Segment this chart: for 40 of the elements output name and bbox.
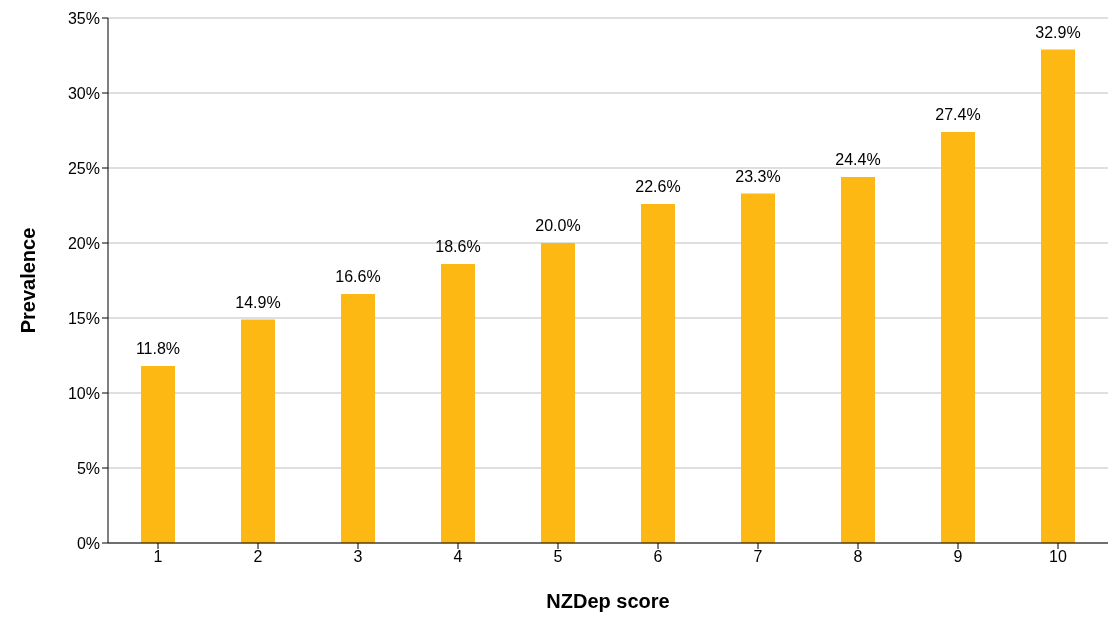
y-tick-label: 25% bbox=[67, 159, 100, 177]
x-tick-label: 10 bbox=[1049, 548, 1067, 566]
x-tick-label: 7 bbox=[753, 548, 763, 566]
y-tick-label: 10% bbox=[67, 384, 100, 402]
x-tick-label: 3 bbox=[353, 548, 363, 566]
x-tick-label: 6 bbox=[653, 548, 663, 566]
x-tick-label: 9 bbox=[953, 548, 963, 566]
bar bbox=[641, 204, 675, 543]
x-tick-label: 5 bbox=[553, 548, 563, 566]
bar bbox=[741, 193, 775, 543]
data-label: 14.9% bbox=[235, 293, 281, 311]
y-tick-label: 30% bbox=[67, 84, 100, 102]
bar bbox=[941, 132, 975, 543]
data-label: 24.4% bbox=[835, 151, 881, 168]
bar bbox=[241, 319, 275, 543]
data-label: 27.4% bbox=[935, 106, 981, 123]
x-axis-title: NZDep score bbox=[546, 590, 670, 612]
x-tick-label: 4 bbox=[453, 548, 463, 566]
bar bbox=[141, 366, 175, 543]
y-axis-title: Prevalence bbox=[17, 227, 40, 334]
y-tick-label: 20% bbox=[67, 234, 100, 252]
data-label: 11.8% bbox=[135, 340, 181, 357]
data-label: 32.9% bbox=[1035, 23, 1081, 41]
bar bbox=[841, 177, 875, 543]
bar bbox=[541, 243, 575, 543]
y-tick-label: 35% bbox=[67, 9, 100, 27]
data-label: 22.6% bbox=[635, 178, 681, 195]
data-label: 20.0% bbox=[535, 217, 581, 234]
y-tick-label: 0% bbox=[76, 534, 100, 552]
bar bbox=[441, 264, 475, 543]
data-label: 18.6% bbox=[435, 238, 481, 255]
x-tick-label: 1 bbox=[153, 548, 163, 566]
bar bbox=[341, 294, 375, 543]
data-label: 23.3% bbox=[735, 167, 781, 185]
x-tick-label: 2 bbox=[253, 548, 263, 566]
bar bbox=[1041, 49, 1075, 543]
data-label: 16.6% bbox=[335, 268, 381, 285]
y-tick-label: 15% bbox=[67, 309, 100, 327]
x-tick-label: 8 bbox=[853, 548, 863, 566]
y-tick-label: 5% bbox=[76, 459, 100, 477]
